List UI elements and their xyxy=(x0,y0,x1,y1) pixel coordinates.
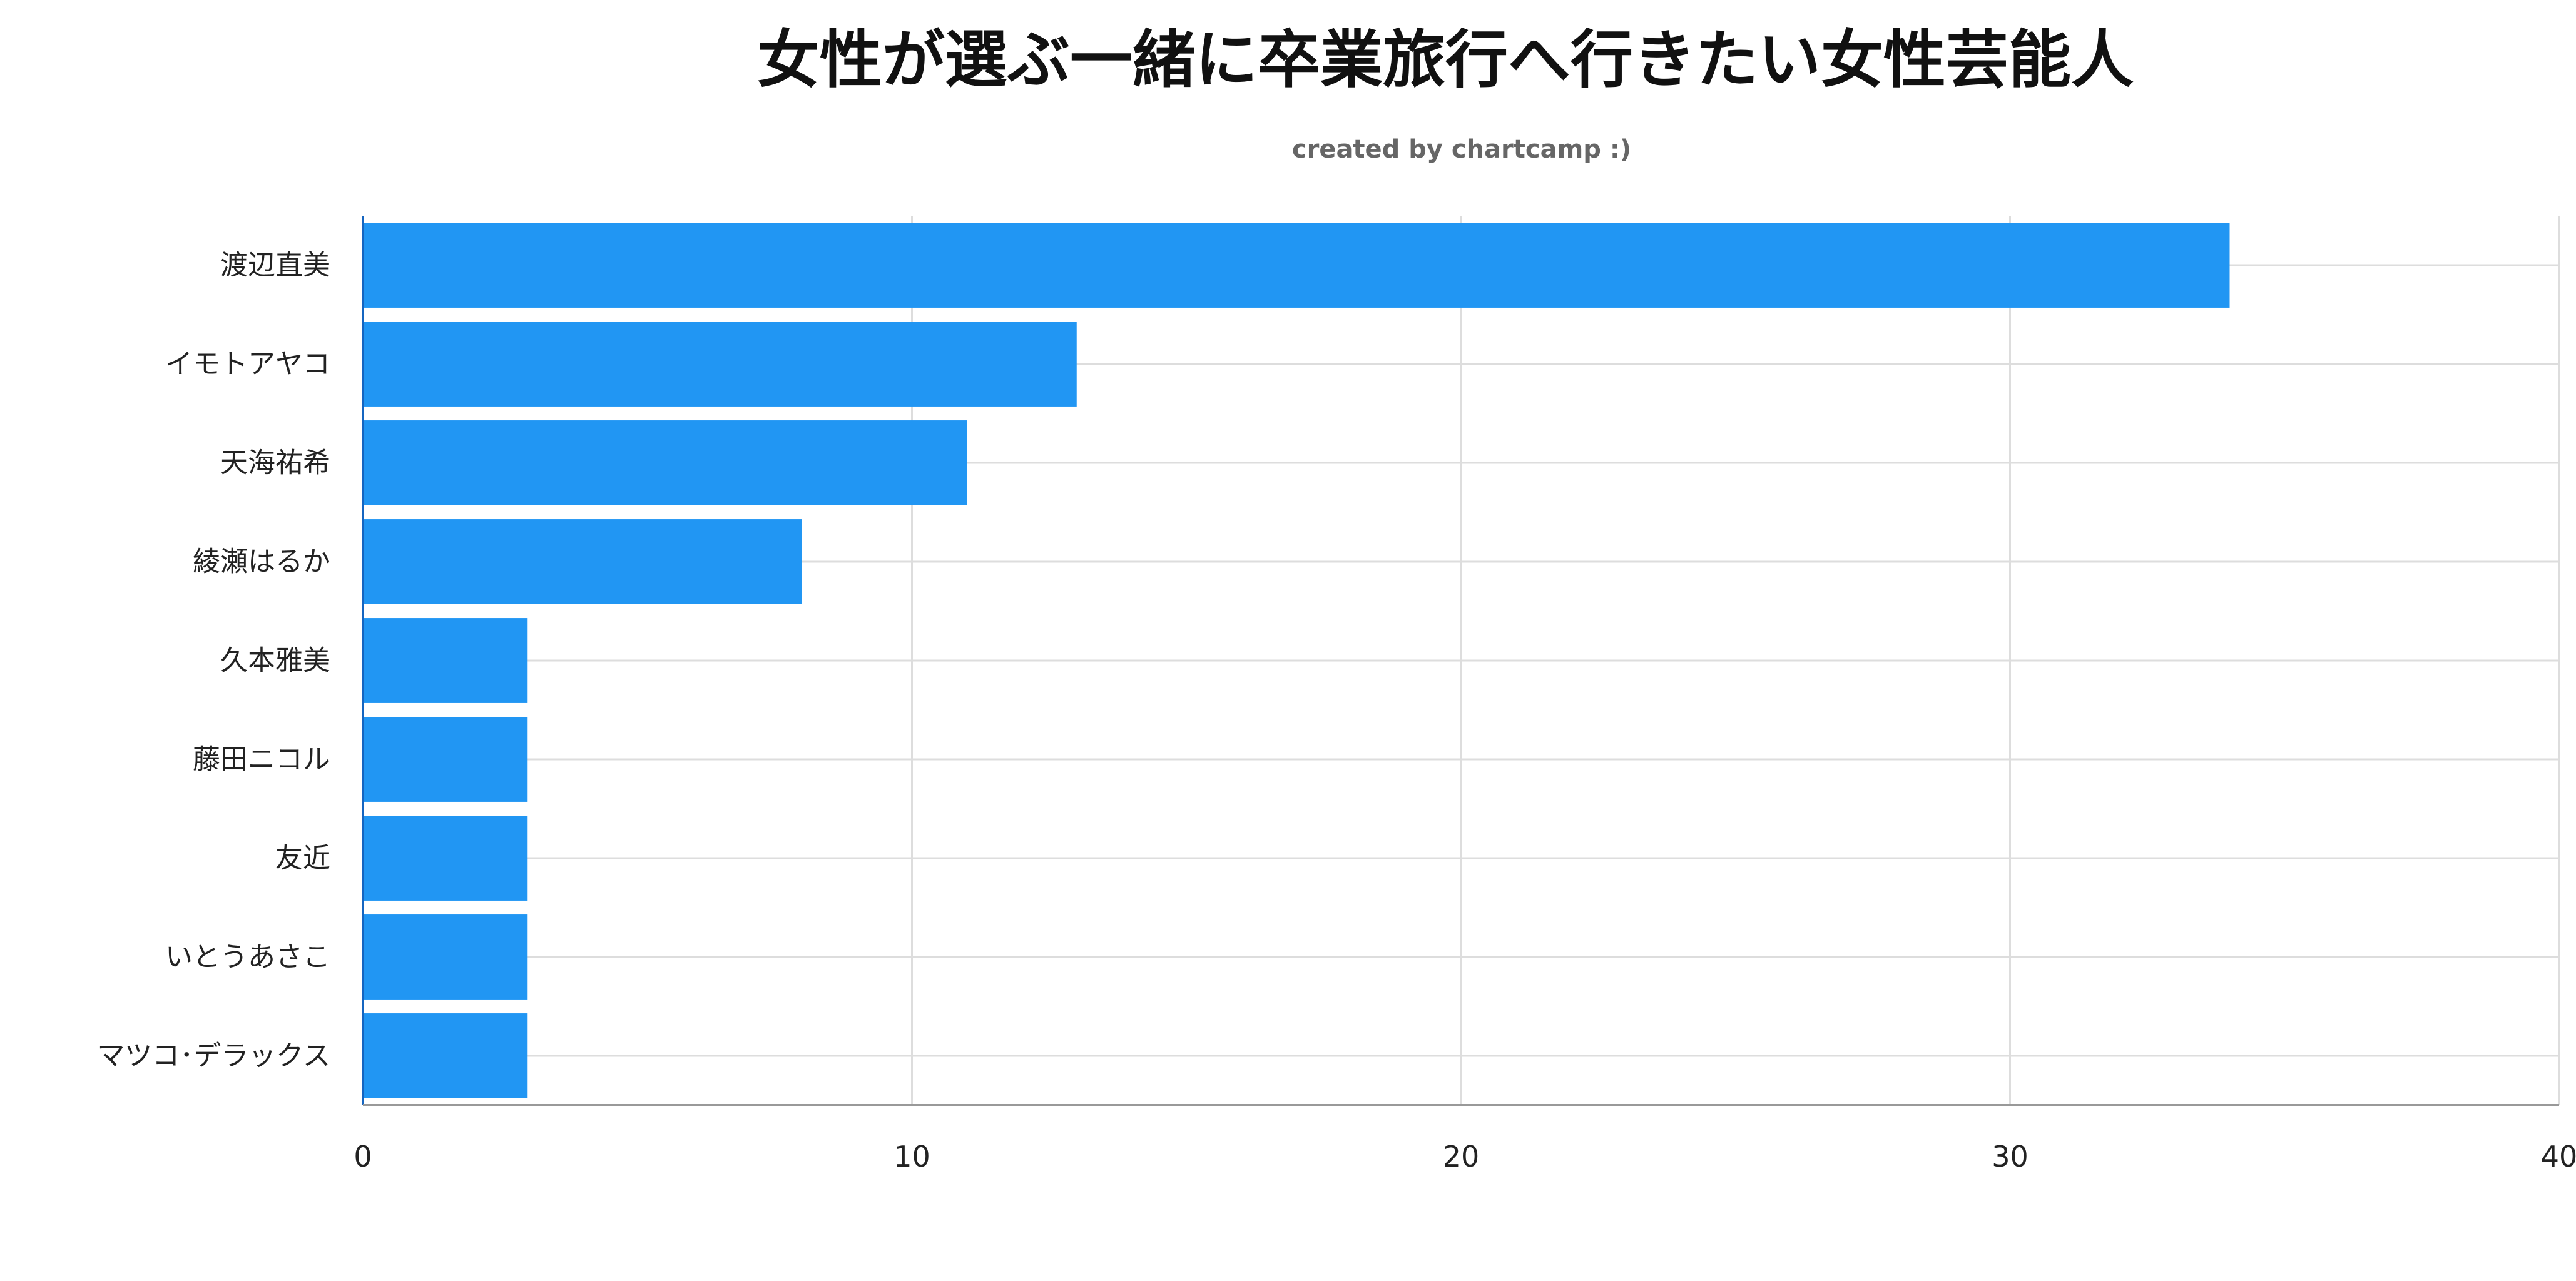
bar xyxy=(363,322,1077,407)
category-label: 天海祐希 xyxy=(220,447,330,479)
bar xyxy=(363,717,528,802)
bar xyxy=(363,420,967,505)
category-label: 渡辺直美 xyxy=(220,250,330,281)
category-label: マツコ･デラックス xyxy=(97,1040,330,1072)
bar xyxy=(363,1013,528,1098)
category-label: 友近 xyxy=(275,843,330,874)
x-tick-label: 20 xyxy=(1443,1140,1480,1173)
bar xyxy=(363,519,802,604)
bar xyxy=(363,816,528,901)
category-label: 藤田ニコル xyxy=(193,744,330,776)
x-tick-label: 0 xyxy=(354,1140,372,1173)
category-labels: 渡辺直美イモトアヤコ天海祐希綾瀬はるか久本雅美藤田ニコル友近いとうあさこマツコ･… xyxy=(97,250,330,1072)
category-label: 久本雅美 xyxy=(220,645,330,677)
category-label: イモトアヤコ xyxy=(165,348,330,380)
x-tick-labels: 0 10 20 30 40 xyxy=(354,1140,2576,1173)
category-label: いとうあさこ xyxy=(165,941,330,973)
category-label: 綾瀬はるか xyxy=(193,546,330,578)
bar xyxy=(363,223,2230,308)
bar xyxy=(363,618,528,703)
chart-title: 女性が選ぶ一緒に卒業旅行へ行きたい女性芸能人 xyxy=(757,23,2134,96)
x-tick-label: 30 xyxy=(1992,1140,2029,1173)
bar xyxy=(363,914,528,1000)
x-tick-label: 10 xyxy=(893,1140,930,1173)
bars xyxy=(363,223,2230,1098)
chart-subtitle: created by chartcamp :) xyxy=(1292,135,1631,164)
axes xyxy=(362,216,2559,1106)
x-tick-label: 40 xyxy=(2541,1140,2576,1173)
